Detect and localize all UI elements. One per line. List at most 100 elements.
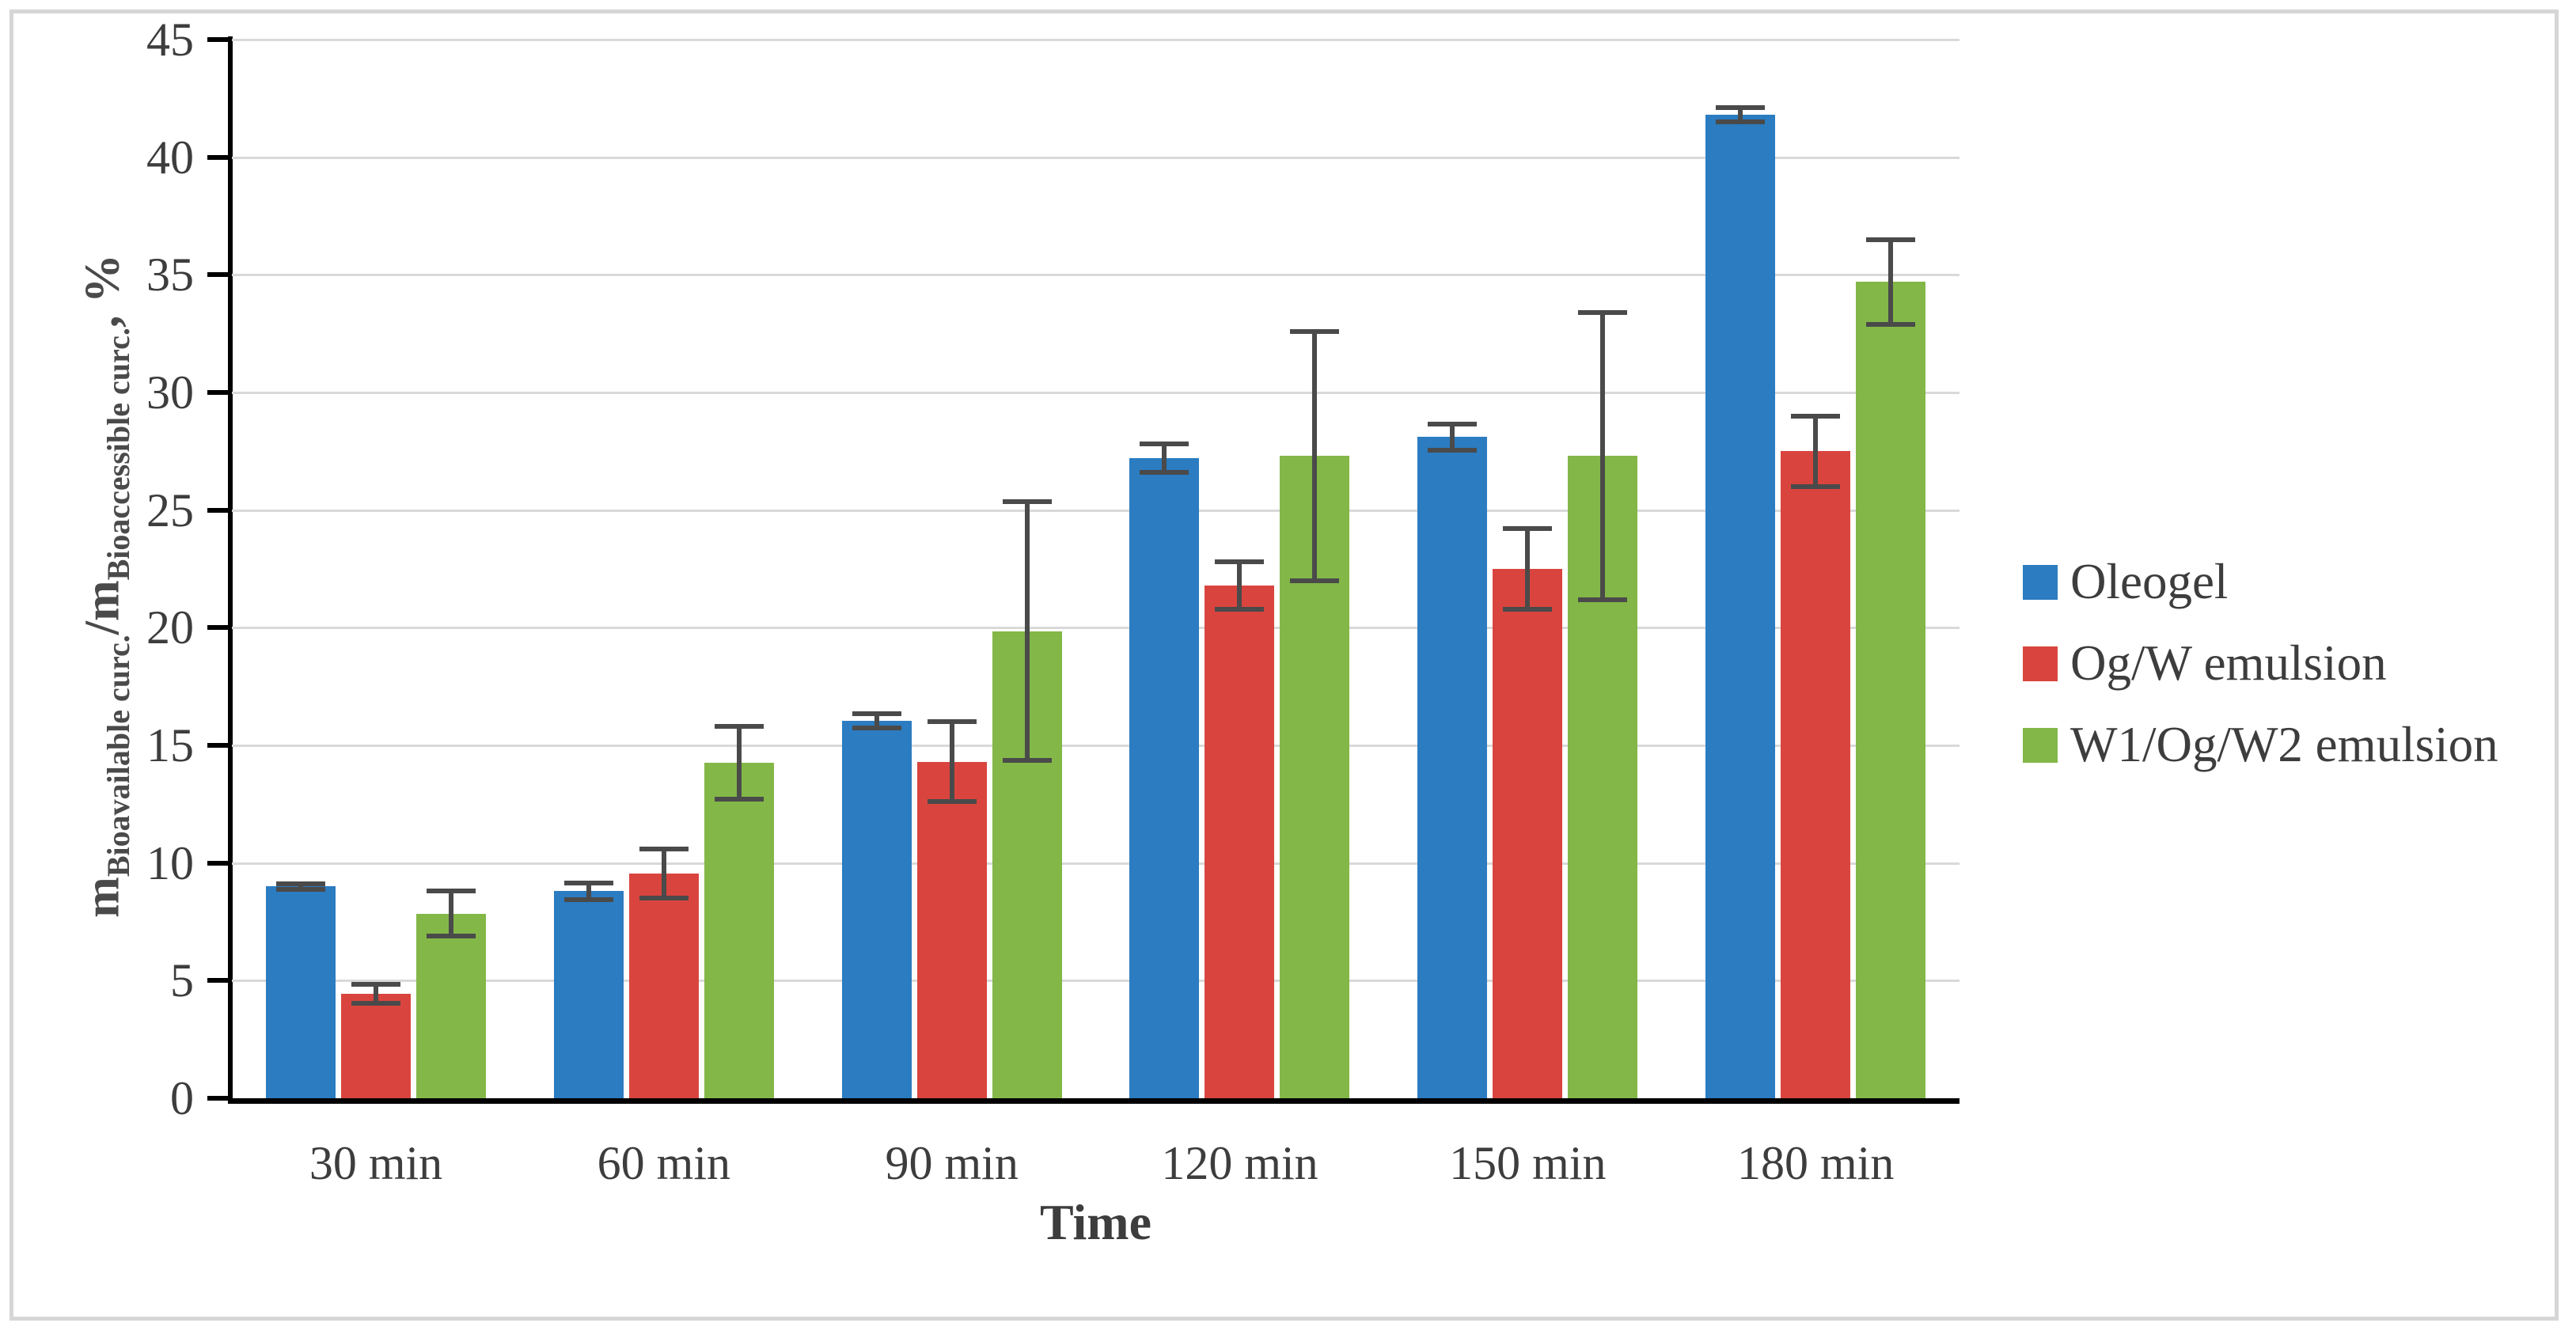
- bar-oleogel-120-min: [1129, 458, 1200, 1098]
- error-bar-cap-top: [1140, 442, 1189, 447]
- x-tick-label-150-min: 150 min: [1449, 1137, 1607, 1189]
- error-bar-cap-top: [852, 711, 901, 716]
- y-tick-label-5: 5: [170, 954, 194, 1007]
- legend-label-oleogel: Oleogel: [2070, 554, 2229, 609]
- error-bar-line: [1312, 331, 1318, 581]
- error-bar-cap-top: [426, 889, 476, 894]
- y-tick-label-10: 10: [146, 836, 194, 889]
- bar-w1-og-w2-emulsion-180-min: [1856, 282, 1926, 1098]
- legend-swatch-ogw-emulsion: [2023, 646, 2058, 681]
- y-tick-35: [207, 272, 231, 278]
- error-bar-line: [736, 726, 742, 800]
- bar-oleogel-90-min: [841, 720, 912, 1098]
- gridline-25: [232, 509, 1960, 512]
- error-bar-line: [373, 984, 378, 1003]
- error-bar-line: [1162, 444, 1167, 473]
- error-bar-cap-bottom: [927, 799, 977, 805]
- gridline-45: [232, 39, 1960, 41]
- error-bar-line: [1450, 424, 1455, 450]
- error-bar-cap-bottom: [426, 933, 476, 938]
- error-bar-cap-top: [714, 724, 764, 730]
- gridline-30: [232, 392, 1960, 394]
- x-tick-label-90-min: 90 min: [885, 1137, 1019, 1189]
- legend-label-ogw-emulsion: Og/W emulsion: [2070, 635, 2387, 691]
- y-tick-label-15: 15: [146, 719, 194, 771]
- y-axis-line: [228, 36, 233, 1101]
- error-bar-cap-bottom: [1002, 758, 1052, 764]
- error-bar-line: [586, 882, 591, 900]
- error-bar-cap-bottom: [1578, 597, 1628, 602]
- y-tick-label-0: 0: [170, 1072, 194, 1124]
- error-bar-cap-top: [927, 719, 977, 725]
- legend: Oleogel Og/W emulsion W1/Og/W2 emulsion: [2023, 541, 2498, 786]
- error-bar-cap-bottom: [1290, 578, 1340, 583]
- error-bar-cap-top: [351, 981, 400, 987]
- error-bar-cap-bottom: [1428, 447, 1478, 453]
- error-bar-line: [1237, 562, 1242, 609]
- bar-og-w-emulsion-60-min: [628, 874, 699, 1098]
- error-bar-cap-top: [1428, 422, 1478, 427]
- x-tick-label-120-min: 120 min: [1161, 1137, 1318, 1189]
- y-axis-title-sub1: Bioavailable curc.: [100, 635, 136, 877]
- gridline-20: [232, 627, 1960, 630]
- error-bar-cap-top: [1503, 526, 1553, 532]
- x-axis-line: [228, 1098, 1960, 1104]
- y-axis-title-m1: m: [75, 877, 130, 918]
- y-tick-30: [207, 390, 231, 395]
- y-tick-label-35: 35: [146, 248, 194, 301]
- gridline-35: [232, 274, 1960, 277]
- bar-oleogel-150-min: [1417, 437, 1488, 1098]
- y-tick-label-40: 40: [146, 131, 194, 184]
- x-tick-label-180-min: 180 min: [1736, 1137, 1895, 1189]
- y-tick-45: [207, 37, 231, 42]
- error-bar-cap-bottom: [639, 896, 689, 901]
- error-bar-cap-top: [1578, 309, 1628, 315]
- error-bar-line: [1888, 239, 1894, 324]
- error-bar-cap-bottom: [1503, 606, 1553, 612]
- y-axis-title-mid: /m: [75, 580, 130, 635]
- error-bar-cap-top: [275, 881, 325, 886]
- bar-og-w-emulsion-30-min: [340, 993, 411, 1098]
- error-bar-cap-bottom: [714, 797, 764, 802]
- error-bar-line: [448, 891, 453, 936]
- error-bar-cap-bottom: [852, 725, 901, 730]
- error-bar-cap-top: [563, 880, 613, 885]
- y-tick-label-20: 20: [146, 601, 194, 654]
- y-tick-15: [207, 743, 231, 748]
- x-axis-title: Time: [1039, 1194, 1152, 1250]
- gridline-15: [232, 745, 1960, 747]
- y-axis-title-tail: , %: [75, 254, 130, 328]
- legend-item-oleogel: Oleogel: [2023, 541, 2498, 623]
- y-tick-40: [207, 154, 231, 160]
- legend-swatch-w1ogw2-emulsion: [2023, 727, 2058, 763]
- bar-og-w-emulsion-90-min: [916, 761, 987, 1098]
- error-bar-cap-bottom: [1716, 119, 1766, 125]
- error-bar-cap-bottom: [1215, 606, 1265, 612]
- error-bar-line: [949, 722, 954, 802]
- error-bar-cap-top: [1716, 105, 1766, 111]
- error-bar-cap-bottom: [563, 896, 613, 902]
- bar-w1-og-w2-emulsion-30-min: [415, 913, 486, 1098]
- bar-w1-og-w2-emulsion-60-min: [704, 763, 774, 1098]
- y-tick-label-25: 25: [146, 483, 194, 536]
- error-bar-cap-bottom: [351, 1000, 400, 1006]
- gridline-5: [232, 980, 1960, 983]
- error-bar-line: [661, 848, 666, 899]
- legend-item-w1ogw2-emulsion: W1/Og/W2 emulsion: [2023, 704, 2498, 786]
- y-tick-10: [207, 860, 231, 866]
- error-bar-cap-top: [1215, 559, 1265, 565]
- error-bar-line: [874, 713, 879, 728]
- error-bar-cap-bottom: [275, 886, 325, 892]
- error-bar-line: [1738, 108, 1743, 123]
- legend-item-ogw-emulsion: Og/W emulsion: [2023, 623, 2498, 704]
- error-bar-cap-bottom: [1866, 321, 1916, 327]
- error-bar-cap-top: [1866, 237, 1916, 242]
- y-tick-label-30: 30: [146, 366, 194, 419]
- gridline-40: [232, 156, 1960, 159]
- y-axis-title-sub2: Bioaccessible curc.: [100, 328, 136, 581]
- error-bar-cap-bottom: [1140, 470, 1189, 476]
- error-bar-cap-bottom: [1791, 483, 1841, 489]
- y-tick-20: [207, 625, 231, 631]
- y-tick-5: [207, 978, 231, 984]
